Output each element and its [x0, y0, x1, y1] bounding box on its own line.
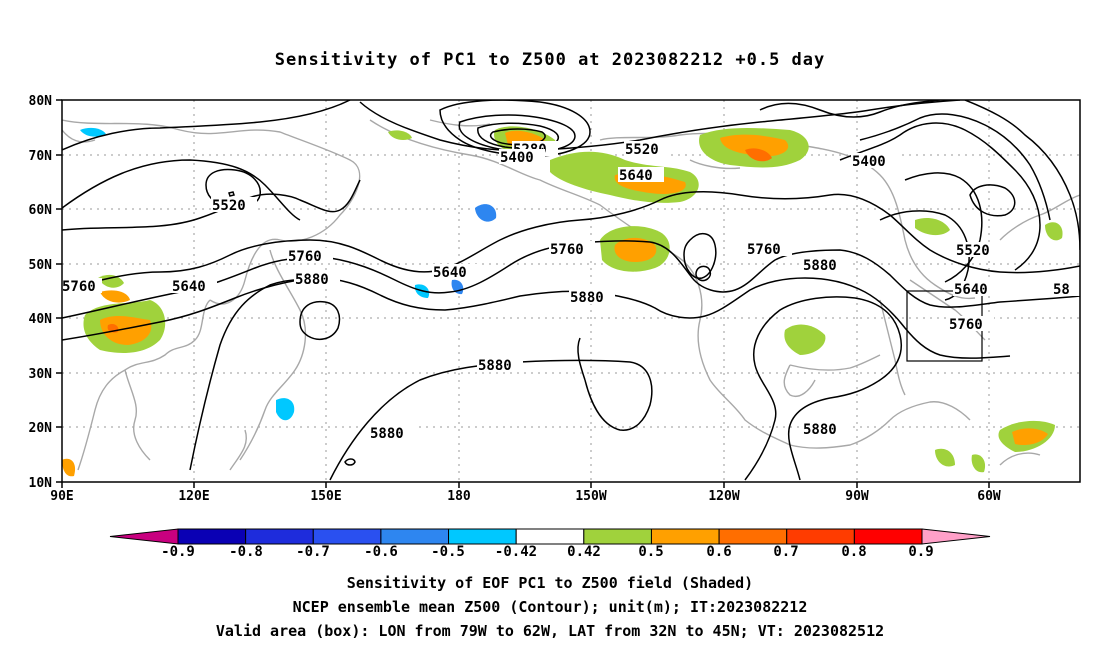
- shade-positive: [720, 134, 789, 157]
- contour-label: 5760: [949, 317, 983, 333]
- colorbar-segment: [380, 528, 450, 545]
- colorbar-segment: [583, 528, 652, 545]
- caption-valid-area: Valid area (box): LON from 79W to 62W, L…: [215, 622, 885, 640]
- colorbar: [109, 528, 991, 545]
- caption-shading: Sensitivity of EOF PC1 to Z500 field (Sh…: [346, 574, 754, 592]
- lon-label: 90E: [50, 489, 73, 504]
- colorbar-label: 0.8: [841, 544, 866, 560]
- colorbar-label: -0.5: [431, 544, 465, 560]
- shade-positive: [98, 274, 124, 288]
- contour-label: 58: [1053, 282, 1070, 298]
- colorbar-segment: [650, 528, 720, 545]
- shade-positive: [745, 148, 772, 162]
- lon-label: 90W: [845, 489, 869, 504]
- shade-positive: [388, 130, 412, 140]
- lon-label: 150W: [575, 489, 606, 504]
- contour-label: 5880: [370, 426, 404, 442]
- colorbar-segment: [718, 528, 788, 545]
- lat-label: 40N: [29, 312, 53, 327]
- colorbar-segment: [515, 528, 585, 545]
- colorbar-labels: -0.9 -0.8 -0.7 -0.6 -0.5 -0.42 0.42 0.5 …: [161, 544, 934, 560]
- colorbar-label: -0.6: [364, 544, 398, 560]
- shade-positive: [100, 290, 130, 303]
- caption-contour: NCEP ensemble mean Z500 (Contour); unit(…: [292, 598, 808, 616]
- colorbar-label: -0.42: [495, 544, 537, 560]
- shade-negative: [80, 127, 106, 137]
- colorbar-label: 0.7: [773, 544, 798, 560]
- colorbar-arrow-left: [109, 528, 179, 545]
- map-title: Sensitivity of PC1 to Z500 at 2023082212…: [274, 50, 826, 70]
- shade-negative: [475, 204, 497, 222]
- colorbar-label: 0.6: [706, 544, 731, 560]
- shade-positive: [935, 448, 955, 467]
- contour-label: 5400: [852, 154, 886, 170]
- lon-label: 60W: [977, 489, 1001, 504]
- colorbar-arrow-right: [921, 528, 991, 545]
- contour-label: 5640: [619, 168, 653, 184]
- lon-label: 120W: [708, 489, 739, 504]
- contour-label: 5760: [62, 279, 96, 295]
- colorbar-label: 0.42: [567, 544, 601, 560]
- contour-label: 5640: [433, 265, 467, 281]
- contour-label-layer: 5280 5400 5520 5400 5520 5640 5520 5640 …: [62, 141, 1080, 442]
- colorbar-label: -0.9: [161, 544, 195, 560]
- shade-positive: [915, 218, 950, 236]
- colorbar-segment: [448, 528, 517, 545]
- colorbar-segment: [853, 528, 923, 545]
- contour-label: 5760: [550, 242, 584, 258]
- contour-label: 5880: [478, 358, 512, 374]
- contour-label: 5880: [803, 258, 837, 274]
- lat-label: 50N: [29, 258, 53, 273]
- lat-label: 60N: [29, 203, 53, 218]
- lat-label: 80N: [29, 94, 53, 109]
- shade-positive: [971, 454, 986, 473]
- colorbar-label: -0.7: [296, 544, 330, 560]
- lat-label: 10N: [29, 476, 53, 491]
- contour-label: 5520: [956, 243, 990, 259]
- shade-positive: [62, 458, 76, 477]
- contour-label: 5640: [954, 282, 988, 298]
- colorbar-label: 0.9: [908, 544, 933, 560]
- contour-label: 5520: [212, 198, 246, 214]
- contour-label: 5640: [172, 279, 206, 295]
- colorbar-label: -0.8: [229, 544, 263, 560]
- lat-label: 30N: [29, 367, 53, 382]
- colorbar-segment: [786, 528, 855, 545]
- lon-label: 150E: [310, 489, 341, 504]
- lon-label: 180: [447, 489, 471, 504]
- contour-label: 5520: [625, 142, 659, 158]
- axis-ticks: [56, 99, 990, 488]
- contour-label: 5880: [295, 272, 329, 288]
- colorbar-segment: [177, 528, 247, 545]
- shade-positive: [1045, 222, 1063, 241]
- lat-label: 20N: [29, 421, 53, 436]
- colorbar-segment: [245, 528, 314, 545]
- shade-positive: [614, 237, 657, 262]
- shade-positive: [784, 324, 826, 355]
- colorbar-label: 0.5: [638, 544, 663, 560]
- shade-positive: [1012, 428, 1048, 445]
- contour-label: 5880: [570, 290, 604, 306]
- contour-label: 5400: [500, 150, 534, 166]
- lon-label: 120E: [178, 489, 209, 504]
- contour-label: 5760: [747, 242, 781, 258]
- lat-label: 70N: [29, 149, 53, 164]
- shade-negative: [276, 398, 295, 421]
- colorbar-segment: [312, 528, 382, 545]
- map-frame: [61, 99, 1081, 483]
- contour-label: 5760: [288, 249, 322, 265]
- shade-positive: [100, 315, 152, 345]
- contour-label: 5880: [803, 422, 837, 438]
